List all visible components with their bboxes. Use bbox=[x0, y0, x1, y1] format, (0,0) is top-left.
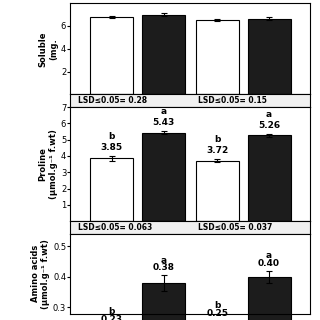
Y-axis label: Soluble
(mg.: Soluble (mg. bbox=[39, 31, 58, 67]
Bar bbox=[196, 20, 239, 94]
Text: a: a bbox=[266, 251, 272, 260]
Text: a: a bbox=[160, 255, 167, 265]
Text: b: b bbox=[214, 300, 220, 309]
Bar bbox=[142, 283, 185, 320]
Text: 5.43: 5.43 bbox=[152, 118, 175, 127]
Text: LSD≤0.05= 0.037: LSD≤0.05= 0.037 bbox=[198, 223, 272, 232]
Text: LSD≤0.05= 0.28: LSD≤0.05= 0.28 bbox=[78, 96, 147, 105]
Bar bbox=[142, 133, 185, 221]
Text: LSD≤0.05= 0.15: LSD≤0.05= 0.15 bbox=[198, 96, 267, 105]
Text: 3.72: 3.72 bbox=[206, 146, 228, 155]
Text: b: b bbox=[108, 132, 115, 141]
Bar bbox=[248, 135, 291, 221]
Text: 5.26: 5.26 bbox=[258, 121, 280, 130]
Y-axis label: Proline
(μmol.g⁻¹ f.wt): Proline (μmol.g⁻¹ f.wt) bbox=[39, 129, 58, 199]
Bar bbox=[142, 15, 185, 94]
Text: 0.40: 0.40 bbox=[258, 259, 280, 268]
Bar bbox=[196, 161, 239, 221]
Text: 0.38: 0.38 bbox=[153, 263, 174, 272]
Text: b: b bbox=[214, 134, 220, 143]
Y-axis label: Amino acids
(μmol.g⁻¹ f.wt): Amino acids (μmol.g⁻¹ f.wt) bbox=[31, 239, 50, 309]
Bar bbox=[90, 17, 133, 94]
Bar bbox=[248, 277, 291, 320]
Text: a: a bbox=[160, 107, 167, 116]
Bar bbox=[90, 158, 133, 221]
Text: LSD≤0.05= 0.063: LSD≤0.05= 0.063 bbox=[78, 223, 152, 232]
Text: 3.85: 3.85 bbox=[100, 143, 123, 152]
Text: 0.25: 0.25 bbox=[206, 308, 228, 317]
Bar bbox=[248, 19, 291, 94]
Text: 0.23: 0.23 bbox=[101, 315, 123, 320]
Text: a: a bbox=[266, 110, 272, 119]
Text: b: b bbox=[108, 307, 115, 316]
